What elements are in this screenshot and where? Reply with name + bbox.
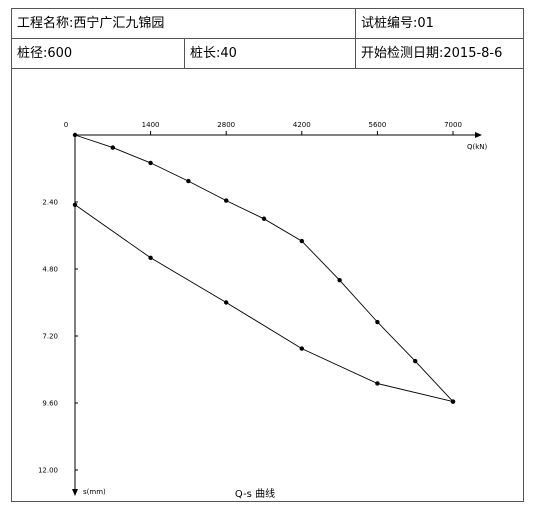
y-axis-arrow <box>72 489 78 496</box>
header-row-1: 工程名称:西宁广汇九锦园 试桩编号:01 <box>12 9 523 39</box>
unloading-point <box>148 255 153 261</box>
loading-point <box>375 319 380 325</box>
loading-point <box>299 238 304 244</box>
x-axis <box>75 132 482 138</box>
project-name-value: 西宁广汇九锦园 <box>73 16 165 31</box>
unloading-point <box>72 202 78 207</box>
y-axis <box>72 135 78 496</box>
loading-point <box>148 160 153 166</box>
unloading-point <box>299 346 304 351</box>
x-axis-label: Q(kN) <box>467 143 488 151</box>
loading-point <box>72 132 78 138</box>
pile-length-cell: 桩长:40 <box>184 39 355 68</box>
y-tick-label: 4.80 <box>42 266 58 274</box>
y-axis-label: s(mm) <box>83 488 106 496</box>
series-lines <box>74 134 454 403</box>
project-name-label: 工程名称: <box>17 16 74 31</box>
pile-length-label: 桩长: <box>190 46 221 61</box>
loading-point <box>413 358 418 364</box>
pile-length-value: 40 <box>220 46 237 61</box>
y-tick-label: 7.20 <box>42 333 58 341</box>
x-tick-label: 2800 <box>217 121 235 129</box>
unloading-point <box>450 399 456 404</box>
unloading-point <box>375 381 380 386</box>
axis-ticks: 0 1400 2800 4200 5600 7000 2.40 4.80 7.20 9.60 12.… <box>38 121 462 475</box>
report-sheet: 工程名称:西宁广汇九锦园 试桩编号:01 桩径:600 桩长:40 开始检测日期… <box>11 8 524 502</box>
pile-diameter-cell: 桩径:600 <box>12 39 184 68</box>
pile-diameter-label: 桩径: <box>17 46 48 61</box>
unloading-point <box>224 300 229 305</box>
start-date-value: 2015-8-6 <box>443 46 503 61</box>
pile-number-label: 试桩编号: <box>361 16 418 31</box>
x-tick-label: 4200 <box>293 121 311 129</box>
loading-point <box>186 178 191 184</box>
loading-point <box>110 145 116 150</box>
x-tick-label: 5600 <box>368 121 386 129</box>
start-date-label: 开始检测日期: <box>361 46 444 61</box>
x-tick-label: 0 <box>64 121 68 129</box>
project-name-cell: 工程名称:西宁广汇九锦园 <box>12 9 355 38</box>
loading-point <box>224 198 229 203</box>
chart-title: Q-s 曲线 <box>235 487 275 500</box>
header-row-2: 桩径:600 桩长:40 开始检测日期:2015-8-6 <box>12 39 523 69</box>
loading-curve <box>74 134 454 402</box>
y-tick-label: 2.40 <box>42 199 58 207</box>
pile-diameter-value: 600 <box>47 46 73 61</box>
x-axis-arrow <box>475 132 482 138</box>
loading-point <box>337 277 342 283</box>
start-date-cell: 开始检测日期:2015-8-6 <box>355 39 525 68</box>
y-tick-label: 9.60 <box>42 400 58 408</box>
x-tick-label: 7000 <box>444 121 462 129</box>
qs-curve-chart: 0 1400 2800 4200 5600 7000 2.40 4.80 7.20 9.60 12.… <box>38 121 488 500</box>
pile-number-value: 01 <box>417 16 434 31</box>
x-tick-label: 1400 <box>142 121 160 129</box>
unloading-curve <box>74 204 454 403</box>
data-points <box>72 132 456 404</box>
loading-point <box>261 216 267 221</box>
pile-number-cell: 试桩编号:01 <box>355 9 525 38</box>
y-tick-label: 12.00 <box>38 467 58 475</box>
